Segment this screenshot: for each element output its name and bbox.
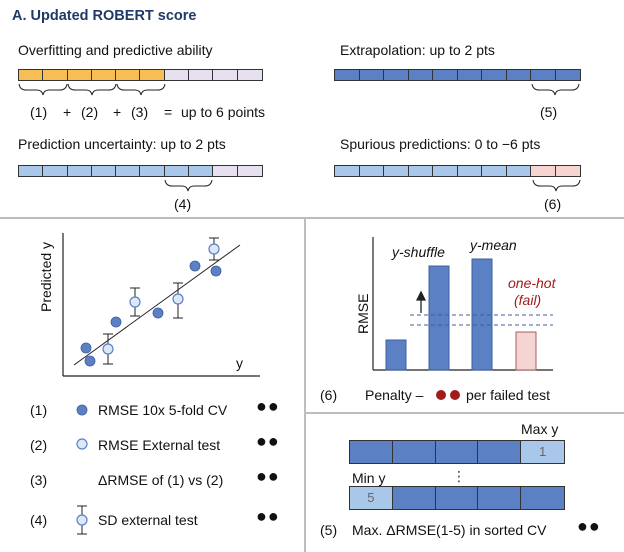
- legend-dots-1: ●●: [256, 396, 280, 416]
- cv-point: [80, 342, 92, 354]
- overfitting-bar: [18, 69, 263, 81]
- test-point: [129, 296, 141, 308]
- legend-text-4: SD external test: [98, 512, 198, 528]
- legend-text-1: RMSE 10x 5-fold CV: [98, 402, 228, 418]
- cv-point: [152, 307, 164, 319]
- page-title: A. Updated ROBERT score: [12, 8, 197, 24]
- min-y-label: Min y: [352, 470, 386, 486]
- overfitting-label: Overfitting and predictive ability: [18, 42, 213, 58]
- penalty-suffix: per failed test: [466, 387, 551, 403]
- formula-term-2: (2): [81, 104, 99, 120]
- spurious-bar: [334, 165, 581, 177]
- bar-baseline: [385, 339, 407, 371]
- cv-point: [189, 260, 201, 272]
- legend-num-2: (2): [30, 437, 48, 453]
- bar-yshuffle: [428, 265, 450, 371]
- arrow-up-icon: [415, 290, 427, 313]
- legend-num-4: (4): [30, 512, 48, 528]
- uncertainty-bar: [18, 165, 263, 177]
- uncertainty-marker: (4): [174, 196, 192, 212]
- legend-dots-2: ●●: [256, 431, 280, 451]
- sorted-panel-text: Max. ΔRMSE(1-5) in sorted CV: [352, 522, 547, 538]
- onehot-label: one-hot: [508, 275, 556, 291]
- formula-term-3: (3): [131, 104, 149, 120]
- sorted-fold-row-2: 5: [349, 486, 565, 510]
- spurious-marker: (6): [544, 196, 562, 212]
- max-y-label: Max y: [521, 421, 559, 437]
- sorted-fold-row-1: 1: [349, 440, 565, 464]
- scatter-xlabel: y: [236, 355, 243, 371]
- test-point: [208, 243, 220, 255]
- legend-dots-3: ●●: [256, 466, 280, 486]
- test-point: [172, 293, 184, 305]
- min-fold-value: 5: [350, 487, 393, 509]
- onehot-fail-label: (fail): [514, 292, 542, 308]
- uncertainty-label: Prediction uncertainty: up to 2 pts: [18, 136, 226, 152]
- spurious-label: Spurious predictions: 0 to −6 pts: [340, 136, 541, 152]
- formula-plus-2: +: [113, 104, 122, 120]
- legend-text-3: ΔRMSE of (1) vs (2): [98, 472, 224, 488]
- sorted-panel-num: (5): [320, 522, 338, 538]
- sorted-dots: ●●: [577, 516, 601, 536]
- extrapolation-marker: (5): [540, 104, 558, 120]
- test-point: [102, 343, 114, 355]
- extrapolation-bar: [334, 69, 581, 81]
- legend-num-1: (1): [30, 402, 48, 418]
- yshuffle-label: y-shuffle: [392, 244, 445, 260]
- cv-point: [110, 316, 122, 328]
- bar-onehot: [515, 331, 537, 371]
- legend-text-2: RMSE External test: [98, 437, 221, 453]
- formula-equals: =: [164, 104, 173, 120]
- formula-term-1: (1): [30, 104, 48, 120]
- formula-plus-1: +: [63, 104, 72, 120]
- formula-total: up to 6 points: [181, 104, 266, 120]
- max-fold-value: 1: [521, 441, 564, 463]
- legend-dots-4: ●●: [256, 506, 280, 526]
- cv-point: [84, 355, 96, 367]
- rmse-panel-num: (6): [320, 387, 338, 403]
- legend-num-3: (3): [30, 472, 48, 488]
- sorted-ellipsis: ⋮: [452, 468, 466, 484]
- ymean-label: y-mean: [470, 237, 517, 253]
- extrapolation-label: Extrapolation: up to 2 pts: [340, 42, 495, 58]
- cv-point: [210, 265, 222, 277]
- penalty-prefix: Penalty –: [365, 387, 424, 403]
